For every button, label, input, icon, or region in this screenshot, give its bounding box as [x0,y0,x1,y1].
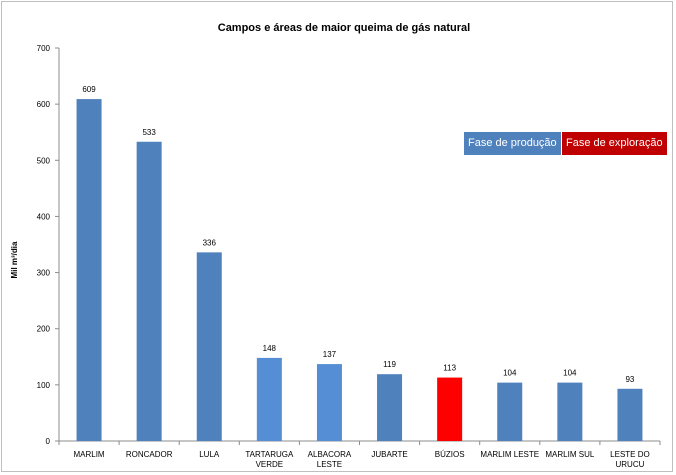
bar [377,374,403,441]
bar [196,252,222,441]
x-tick-label: ALBACORA LESTE [308,450,352,469]
bar [557,382,583,441]
data-label: 113 [443,364,456,373]
x-tick-label: LESTE DO URUCU [610,450,650,469]
data-label: 104 [503,369,517,378]
y-tick-label: 500 [37,156,51,165]
x-tick-label: RONCADOR [126,450,173,459]
legend-item-exploration: Fase de exploração [562,132,667,155]
x-tick-label: MARLIM [73,450,104,459]
x-tick-label: LULA [199,450,220,459]
y-tick-label: 0 [46,437,51,446]
bar [316,364,342,441]
data-label: 119 [383,360,396,369]
data-label: 148 [263,344,277,353]
data-label: 104 [563,369,577,378]
legend-item-production: Fase de produção [464,132,561,155]
chart-title: Campos e áreas de maior queima de gás na… [218,22,470,34]
bar [256,357,282,441]
data-label: 609 [82,85,96,94]
data-label: 137 [323,350,337,359]
bars: 609 533 336 148 137 119 113 104 104 93 [76,85,643,441]
y-tick-label: 600 [37,100,51,109]
x-tick-label: BÚZIOS [435,450,465,459]
y-tick-label: 400 [37,212,51,221]
x-tick-label: JUBARTE [371,450,407,459]
bar [617,388,643,441]
data-label: 336 [203,238,217,247]
y-tick-label: 200 [37,325,51,334]
bar [76,99,102,441]
y-axis-label: Mil m³/dia [10,241,19,278]
y-tick-label: 300 [37,269,51,278]
x-axis: MARLIM RONCADOR LULA TARTARUGA VERDE ALBACORA… [58,440,661,469]
bar [437,377,463,441]
bar [136,141,162,441]
bar [497,382,523,441]
x-tick-label: MARLIM LESTE [480,450,539,459]
y-tick-label: 100 [37,381,51,390]
x-tick-label: MARLIM SUL [545,450,594,459]
data-label: 93 [625,375,634,384]
x-tick-label: TARTARUGA VERDE [245,450,294,469]
y-tick-label: 700 [37,44,51,53]
y-axis: 0 100 200 300 400 500 600 700 [37,44,60,446]
data-label: 533 [142,128,156,137]
